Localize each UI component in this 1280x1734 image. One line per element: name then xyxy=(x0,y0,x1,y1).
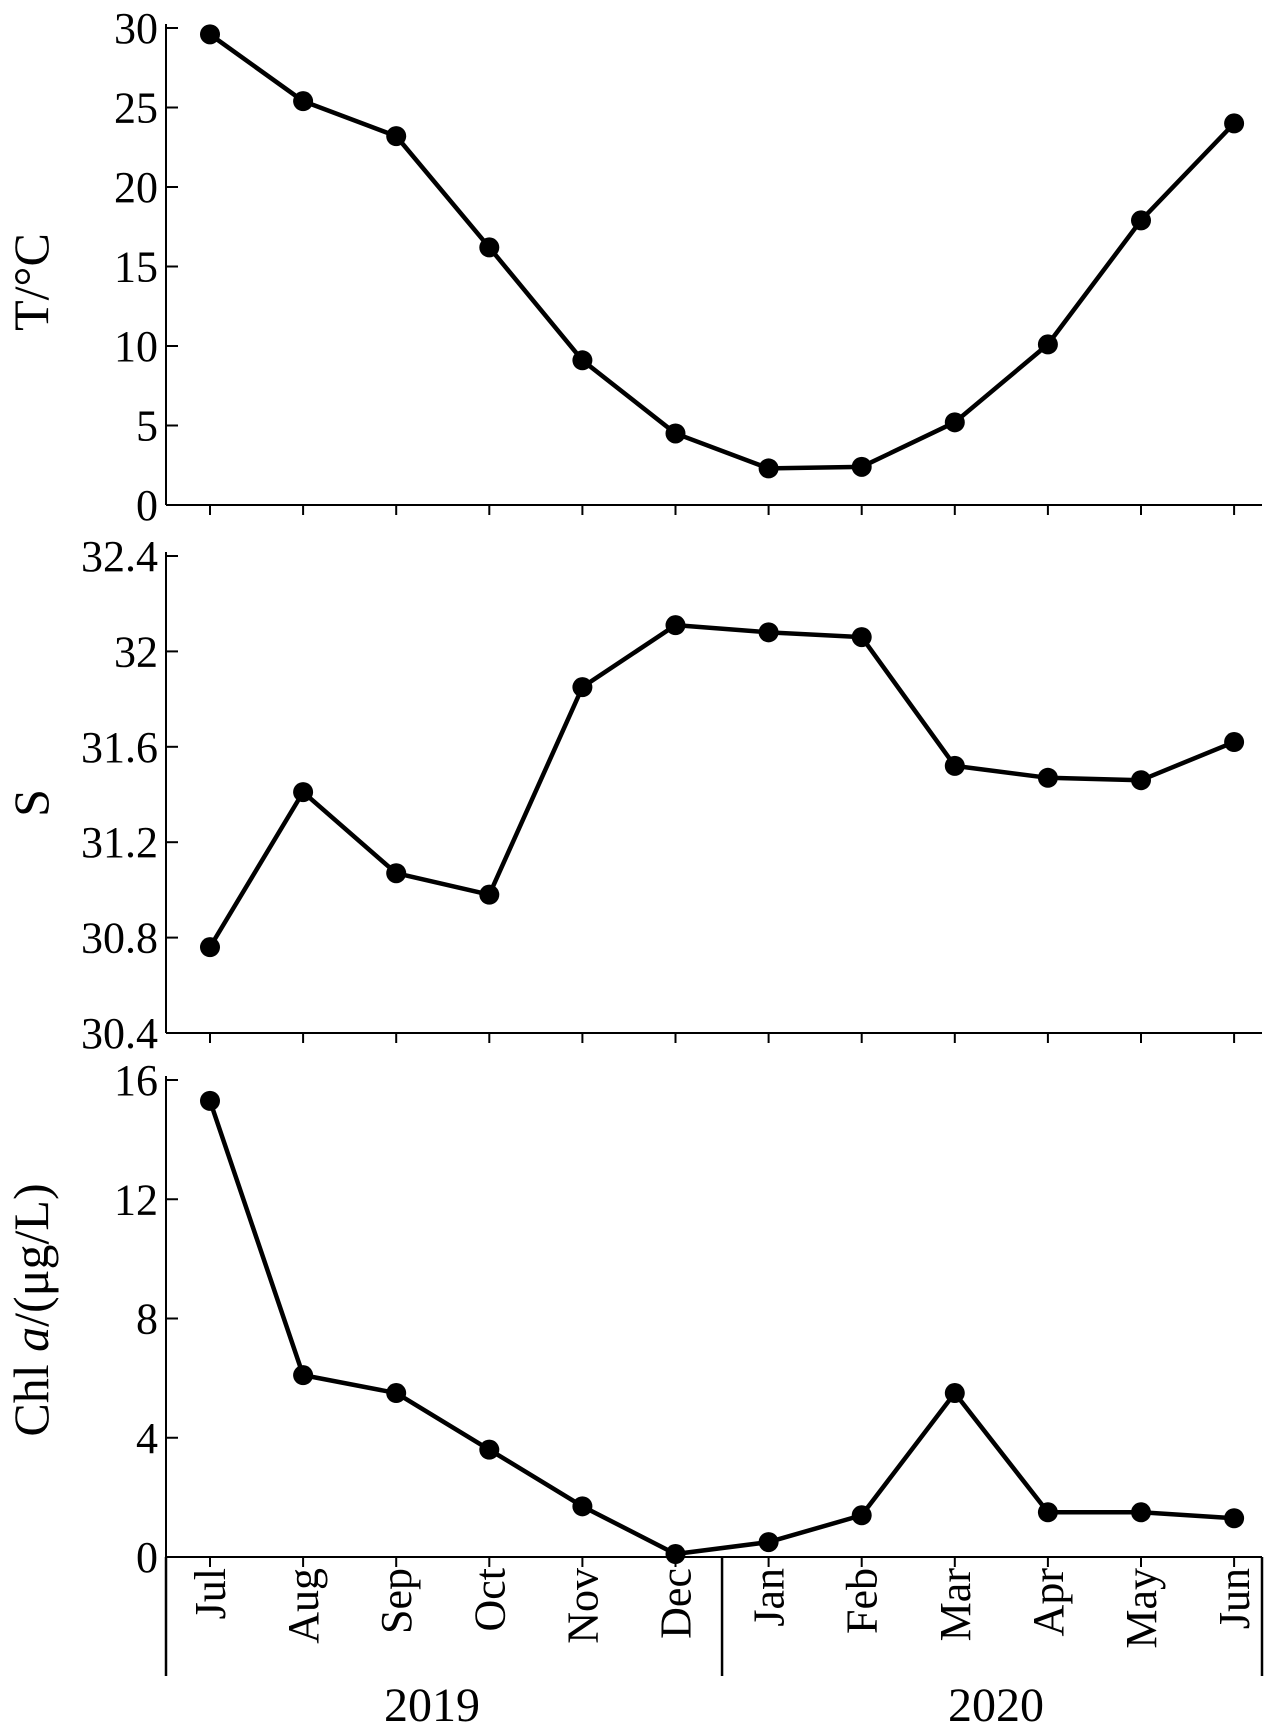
data-point xyxy=(1037,767,1058,788)
data-point xyxy=(758,458,779,479)
data-point xyxy=(1131,1502,1151,1523)
data-point xyxy=(758,622,779,643)
y-tick-label: 31.2 xyxy=(81,818,158,867)
y-tick-label: 4 xyxy=(136,1414,158,1463)
month-tick-label: Jul xyxy=(186,1568,235,1619)
data-point xyxy=(665,423,686,444)
y-tick-label: 30 xyxy=(114,4,158,53)
data-point xyxy=(479,884,500,905)
y-tick-label: 12 xyxy=(114,1175,158,1224)
month-tick-label: Feb xyxy=(838,1568,887,1634)
data-point xyxy=(200,24,220,45)
data-point xyxy=(479,1439,500,1460)
data-point xyxy=(1224,113,1245,134)
y-tick-label: 0 xyxy=(136,481,158,530)
month-tick-label: Dec xyxy=(652,1568,701,1639)
data-point xyxy=(665,1544,686,1565)
series-line xyxy=(208,622,1235,949)
chlorophyll-axis-label: Chl a/(μg/L) xyxy=(3,1183,59,1436)
data-point xyxy=(944,755,965,776)
temperature-axis-label: T/°C xyxy=(3,233,59,331)
y-tick-label: 31.6 xyxy=(81,723,158,772)
data-point xyxy=(293,91,314,112)
y-tick-label: 30.8 xyxy=(81,914,158,963)
data-point xyxy=(851,456,872,477)
data-point xyxy=(572,1496,593,1517)
y-tick-label: 16 xyxy=(114,1056,158,1105)
data-point xyxy=(1037,1502,1058,1523)
data-point xyxy=(1037,334,1058,355)
month-tick-label: Nov xyxy=(558,1568,607,1644)
y-tick-label: 20 xyxy=(114,163,158,212)
series-line xyxy=(208,32,1236,471)
month-tick-label: Jun xyxy=(1210,1568,1259,1629)
data-point xyxy=(386,863,407,884)
data-point xyxy=(1224,1508,1245,1529)
y-tick-label: 8 xyxy=(136,1295,158,1344)
data-point xyxy=(1131,770,1151,791)
month-tick-label: Mar xyxy=(931,1568,980,1642)
month-tick-label: Apr xyxy=(1024,1568,1073,1637)
y-tick-label: 0 xyxy=(136,1533,158,1582)
data-point xyxy=(293,782,314,803)
month-tick-label: May xyxy=(1117,1568,1166,1649)
y-tick-label: 15 xyxy=(114,243,158,292)
chlorophyll-label-italic: a xyxy=(3,1327,59,1352)
temperature-panel: 0 5 10 15 20 25 30 xyxy=(114,4,1262,530)
salinity-panel: 30.4 30.8 31.2 31.6 32 32.4 xyxy=(81,532,1262,1058)
chlorophyll-panel: 0 4 8 12 16 xyxy=(114,1056,1262,1582)
data-point xyxy=(1131,210,1151,231)
series-line xyxy=(207,1100,1235,1557)
y-tick-label: 5 xyxy=(136,402,158,451)
data-point xyxy=(758,1532,779,1553)
y-tick-label: 10 xyxy=(114,322,158,371)
data-point xyxy=(386,1383,407,1404)
data-point xyxy=(386,126,407,147)
data-point xyxy=(200,937,220,958)
data-point xyxy=(572,350,593,371)
y-tick-label: 32 xyxy=(114,627,158,676)
data-point xyxy=(944,412,965,433)
data-point xyxy=(851,627,872,648)
data-point xyxy=(479,237,500,258)
data-point xyxy=(572,677,593,698)
chlorophyll-label-prefix: Chl xyxy=(3,1352,59,1437)
salinity-axis-label: S xyxy=(3,789,59,817)
year-label-2019: 2019 xyxy=(384,1679,480,1732)
data-point xyxy=(200,1090,220,1111)
data-point xyxy=(944,1383,965,1404)
y-tick-label: 25 xyxy=(114,84,158,133)
month-tick-label: Oct xyxy=(465,1568,514,1632)
data-point xyxy=(1224,732,1245,753)
month-tick-label: Sep xyxy=(372,1568,421,1634)
month-axis: Jul Aug Sep Oct Nov Dec Jan Feb Mar Apr May Jun xyxy=(164,1557,1264,1676)
data-point xyxy=(851,1505,872,1526)
y-tick-label: 32.4 xyxy=(81,532,158,581)
month-tick-label: Aug xyxy=(279,1568,328,1644)
data-point xyxy=(665,615,686,636)
chlorophyll-label-suffix: /(μg/L) xyxy=(3,1183,59,1326)
year-label-2020: 2020 xyxy=(948,1679,1044,1732)
y-tick-label: 30.4 xyxy=(81,1009,158,1058)
month-tick-label: Jan xyxy=(745,1568,794,1627)
data-point xyxy=(293,1365,314,1386)
